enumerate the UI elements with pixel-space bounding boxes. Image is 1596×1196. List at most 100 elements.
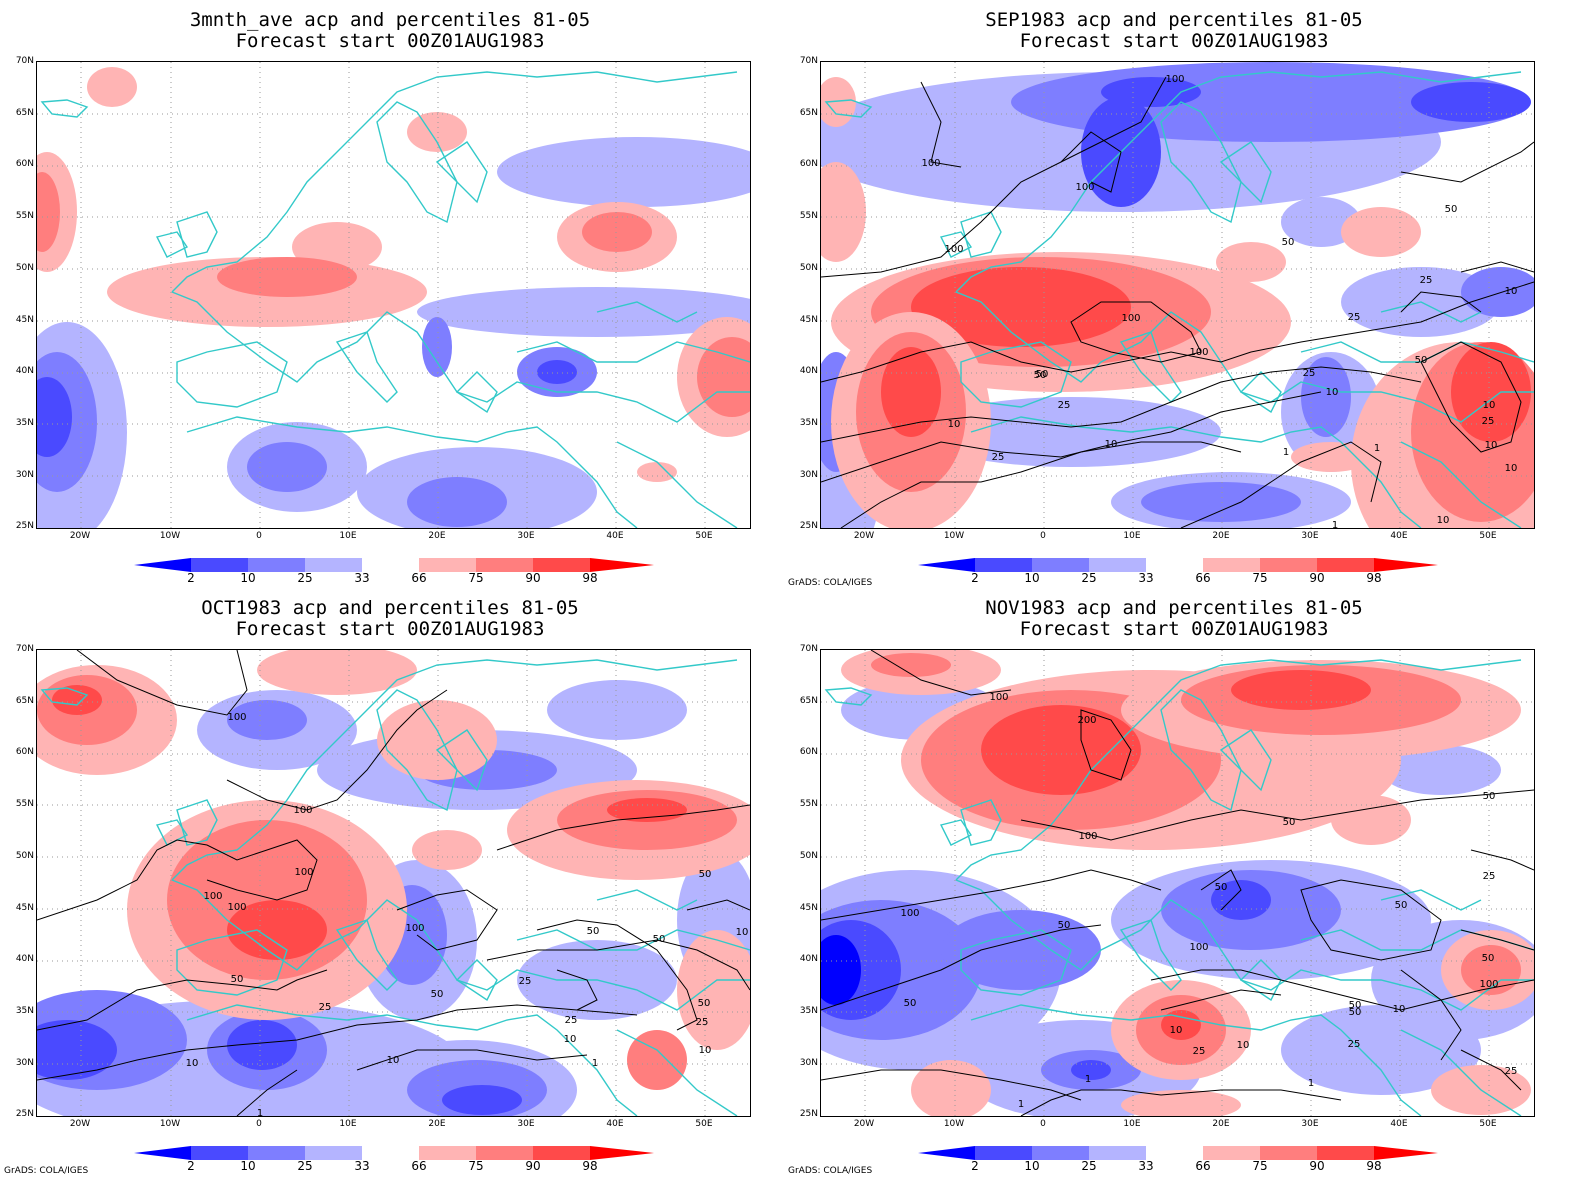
contour-label: 25 (519, 976, 532, 987)
contour-label: 10 (564, 1034, 577, 1045)
contour-label: 25 (1483, 871, 1496, 882)
map-svg (37, 62, 750, 528)
colorbar-tick-label: 2 (187, 571, 195, 585)
lon-tick-label: 30E (1301, 531, 1319, 541)
contour-label: 50 (1483, 791, 1496, 802)
contour-labels: 100 100 100 100 50 50 25 100 100 50 25 1… (921, 74, 1517, 528)
coastlines (40, 71, 750, 528)
contour-label: 1 (257, 1108, 263, 1116)
colorbar-tick-label: 90 (525, 1159, 541, 1173)
map-svg: 100 100 100 100 100 50 100 50 50 25 50 5… (37, 650, 750, 1116)
contour-label: 1 (592, 1058, 598, 1069)
lon-tick-label: 30E (517, 1119, 535, 1129)
colorbar-svg (134, 1146, 654, 1160)
contour-label: 10 (699, 1045, 712, 1056)
lat-tick-label: 25N (15, 1109, 34, 1119)
contour-label: 100 (989, 692, 1008, 703)
lon-tick-label: 0 (1040, 1119, 1046, 1129)
colorbar-tick-label: 90 (525, 571, 541, 585)
lat-tick-label: 40N (799, 366, 818, 376)
grads-credit: GrADS: COLA/IGES (788, 1166, 873, 1176)
contour-label: 50 (1034, 370, 1047, 381)
lat-tick-label: 40N (799, 954, 818, 964)
colorbar-tick-label: 2 (187, 1159, 195, 1173)
contour-label: 100 (1121, 313, 1140, 324)
lat-tick-label: 40N (15, 954, 34, 964)
contour-label: 25 (1058, 400, 1071, 411)
contour-label: 1 (1085, 1074, 1091, 1085)
lon-tick-label: 50E (1479, 1119, 1497, 1129)
contour-label: 50 (231, 974, 244, 985)
lon-tick-label: 20W (853, 531, 875, 541)
contour-label: 10 (948, 419, 961, 430)
shading-layer (37, 650, 750, 1116)
lat-tick-label: 55N (15, 799, 34, 809)
colorbar-svg (918, 558, 1438, 572)
shading-layer (821, 650, 1534, 1116)
contour-label: 10 (387, 1055, 400, 1066)
contour-label: 10 (1105, 439, 1118, 450)
shading-layer (37, 67, 750, 528)
contour-label: 50 (1482, 953, 1495, 964)
contour-label: 100 (405, 923, 424, 934)
contour-label: 50 (1036, 369, 1049, 380)
lat-tick-label: 60N (799, 747, 818, 757)
lon-tick-label: 20E (428, 531, 446, 541)
lat-tick-label: 30N (799, 470, 818, 480)
colorbar-tick-label: 33 (1138, 1159, 1154, 1173)
colorbar-tick-label: 25 (1081, 1159, 1097, 1173)
colorbar-tick-label: 25 (1081, 571, 1097, 585)
contour-label: 50 (1349, 1000, 1362, 1011)
lon-tick-label: 30E (1301, 1119, 1319, 1129)
lon-tick-label: 10W (159, 1119, 181, 1129)
lon-tick-label: 10E (1123, 531, 1141, 541)
contour-labels: 100 100 100 100 100 50 100 50 50 25 50 5… (186, 712, 749, 1116)
lon-tick-label: 20W (853, 1119, 875, 1129)
colorbar-tick-label: 10 (240, 571, 256, 585)
contour-label: 10 (1237, 1040, 1250, 1051)
lat-tick-label: 35N (799, 418, 818, 428)
colorbar: 2 10 25 33 66 75 90 98 (134, 1145, 654, 1175)
lat-tick-label: 70N (799, 644, 818, 654)
colorbar-tick-label: 33 (1138, 571, 1154, 585)
contour-label: 100 (1479, 979, 1498, 990)
map-panel-oct1983: OCT1983 acp and percentiles 81-05 Foreca… (0, 588, 780, 1178)
contour-label: 10 (1393, 1004, 1406, 1015)
contour-label: 50 (1058, 920, 1071, 931)
contour-lines (37, 650, 750, 1116)
panel-title-line1: NOV1983 acp and percentiles 81-05 (985, 597, 1363, 619)
colorbar-tick-label: 66 (1195, 1159, 1211, 1173)
colorbar: 2 10 25 33 66 75 90 98 (918, 1145, 1438, 1175)
contour-label: 25 (992, 452, 1005, 463)
contour-label: 50 (904, 998, 917, 1009)
lat-tick-label: 30N (15, 470, 34, 480)
contour-label: 10 (1505, 286, 1518, 297)
panel-title-line1: OCT1983 acp and percentiles 81-05 (201, 597, 579, 619)
colorbar-svg (134, 558, 654, 572)
contour-label: 1 (1332, 520, 1338, 528)
contour-label: 1 (1374, 443, 1380, 454)
lat-tick-label: 55N (799, 799, 818, 809)
colorbar-tick-label: 75 (1252, 1159, 1268, 1173)
contour-label: 25 (1303, 368, 1316, 379)
contour-label: 25 (1505, 1066, 1518, 1077)
contour-label: 10 (1437, 515, 1450, 526)
colorbar-tick-label: 90 (1309, 1159, 1325, 1173)
lat-tick-label: 45N (799, 903, 818, 913)
grads-credit: GrADS: COLA/IGES (4, 1166, 89, 1176)
lat-tick-label: 70N (799, 56, 818, 66)
colorbar-tick-label: 98 (1366, 1159, 1382, 1173)
contour-label: 50 (1215, 882, 1228, 893)
colorbar-tick-label: 2 (971, 571, 979, 585)
lon-tick-label: 10W (943, 531, 965, 541)
colorbar-tick-label: 75 (1252, 571, 1268, 585)
lat-tick-label: 70N (15, 56, 34, 66)
colorbar: 2 10 25 33 66 75 90 98 (918, 557, 1438, 587)
contour-labels: 100 200 100 100 50 50 50 50 50 100 25 50… (900, 692, 1517, 1110)
map-plot (36, 61, 751, 529)
contour-label: 10 (736, 927, 749, 938)
colorbar-tick-label: 90 (1309, 571, 1325, 585)
lat-tick-label: 50N (799, 263, 818, 273)
panel-title-line2: Forecast start 00Z01AUG1983 (235, 618, 545, 640)
lon-tick-label: 0 (1040, 531, 1046, 541)
